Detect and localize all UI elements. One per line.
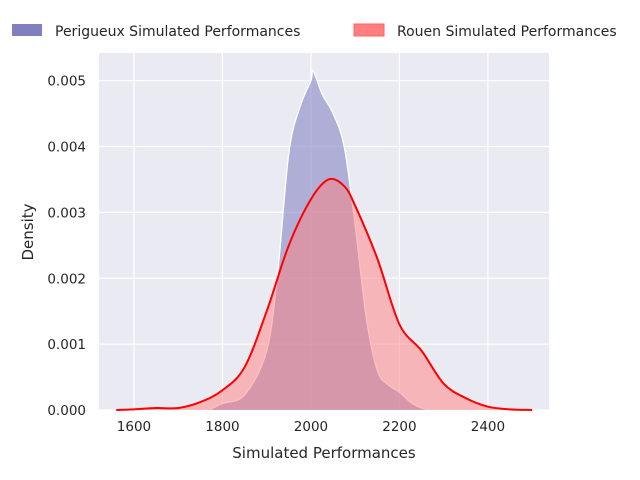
x-tick-label: 2000 [294,419,328,435]
x-tick-label: 2400 [471,419,505,435]
legend: Perigueux Simulated Performances Rouen S… [12,23,617,40]
legend-swatch-perigueux [12,24,42,36]
x-tick-label: 2200 [382,419,416,435]
legend-swatch-rouen [353,23,385,37]
y-tick-label: 0.000 [47,403,86,419]
y-tick-label: 0.002 [47,271,86,287]
density-fill-rouen [116,178,533,410]
legend-label-rouen: Rouen Simulated Performances [397,24,617,40]
x-axis-label: Simulated Performances [232,444,416,462]
y-axis-label: Density [19,203,37,260]
legend-label-perigueux: Perigueux Simulated Performances [55,24,300,40]
y-tick-label: 0.005 [47,74,86,90]
x-tick-label: 1600 [117,419,151,435]
density-line-rouen [116,177,533,411]
x-tick-label: 1800 [205,419,239,435]
y-tick-label: 0.001 [47,337,86,353]
y-tick-label: 0.004 [47,140,86,156]
y-tick-label: 0.003 [47,205,86,221]
